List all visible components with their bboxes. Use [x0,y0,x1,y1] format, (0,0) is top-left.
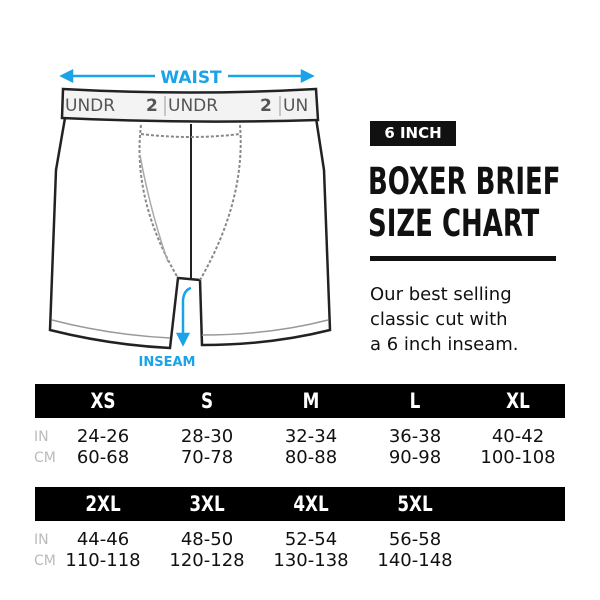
centimeters-value: 110-118 [65,550,141,571]
size-label: 5XL [397,492,433,516]
waistband-logo: UNDR 2 UNDR 2 UN [65,96,308,116]
unit-label-cm: CM [34,553,56,569]
size-label: 3XL [189,492,225,516]
centimeters-value: 90-98 [388,447,442,468]
size-label: XL [506,389,530,413]
inches-value: 28-30 [180,426,234,447]
centimeters-value: 80-88 [284,447,338,468]
waistband-text: UNDR [65,96,115,116]
inseam-badge: 6 INCH [370,121,456,146]
size-label: S [200,389,214,413]
title-line-2: SIZE CHART [368,202,540,245]
waistband-text: UNDR [168,96,218,116]
centimeters-value: 130-138 [273,550,349,571]
waistband-text: UN [283,96,308,116]
waist-label: WAIST [160,68,222,88]
inches-value: 48-50 [180,529,234,550]
inches-value: 36-38 [388,426,442,447]
waist-arrow [59,68,315,84]
inches-value: 44-46 [76,529,130,550]
inches-value: 32-34 [284,426,338,447]
size-label: 2XL [85,492,121,516]
inseam-label: INSEAM [139,355,196,370]
title-divider [370,256,556,261]
centimeters-value: 120-128 [169,550,245,571]
waistband-text: 2 [146,96,158,116]
centimeters-value: 60-68 [76,447,130,468]
size-label: XS [90,389,116,413]
boxer-brief-illustration: WAIST UNDR 2 UNDR 2 UN INSEAM [48,68,332,370]
centimeters-value: 140-148 [377,550,453,571]
size-label: 4XL [293,492,329,516]
inches-value: 52-54 [284,529,338,550]
inches-value: 24-26 [76,426,130,447]
size-label: M [302,389,320,413]
unit-label-in: IN [34,429,49,445]
size-header-bar: XS S M L XL [35,384,565,418]
centimeters-value: 100-108 [480,447,556,468]
unit-label-cm: CM [34,450,56,466]
description-line: a 6 inch inseam. [370,334,519,355]
centimeters-value: 70-78 [180,447,234,468]
inseam-arrow [175,286,192,347]
inches-value: 40-42 [491,426,545,447]
size-header-bar: 2XL 3XL 4XL 5XL [35,487,565,521]
title-line-1: BOXER BRIEF [368,160,561,203]
description-line: Our best selling [370,284,512,305]
waistband-text: 2 [260,96,272,116]
inches-value: 56-58 [388,529,442,550]
unit-label-in: IN [34,532,49,548]
description-line: classic cut with [370,309,508,330]
size-label: L [409,389,421,413]
